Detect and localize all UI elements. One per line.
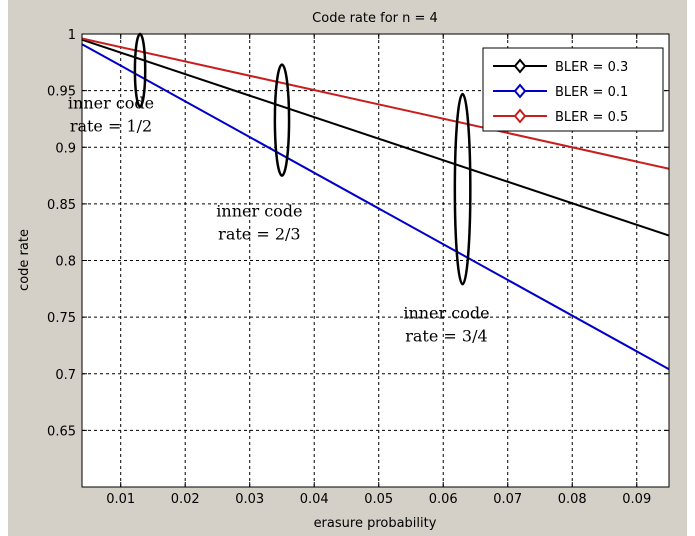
x-tick-label: 0.06 [429,492,458,507]
legend-label: BLER = 0.3 [555,60,628,75]
series-line [81,43,670,371]
legend-label: BLER = 0.1 [555,85,628,100]
y-tick-label: 0.7 [55,368,76,383]
annotation-line: rate = 1/2 [70,117,152,136]
series-line [81,37,670,170]
series-line [81,38,670,237]
legend-marker [513,83,527,99]
legend-label: BLER = 0.5 [555,110,628,125]
annotation-ellipse [453,92,472,286]
y-tick-label: 0.65 [47,424,76,439]
annotation-label: inner code rate = 3/4 [403,303,489,345]
plot-border [81,33,670,488]
y-tick-label: 0.8 [55,255,76,270]
code-rate-chart: 0.01 0.02 0.03 0.04 0.05 0.06 0.07 0.08 0.09 0.6… [17,11,670,531]
x-tick-label: 0.08 [558,492,587,507]
x-axis-label: erasure probability [314,516,437,531]
annotations: inner code rate = 1/2 inner code rate = 2/3… [68,32,490,345]
annotation-line: inner code [68,94,154,113]
x-tick-label: 0.04 [300,492,329,507]
x-tick-label: 0.02 [171,492,200,507]
figure-window: 0.01 0.02 0.03 0.04 0.05 0.06 0.07 0.08 0.09 0.6… [8,0,687,536]
annotation-label: inner code rate = 2/3 [216,201,302,243]
legend: BLER = 0.3 BLER = 0.1 BLER = 0.5 [482,47,664,132]
y-tick-label: 0.9 [55,141,76,156]
y-tick-label: 1 [68,28,76,43]
y-tick-label: 0.85 [47,198,76,213]
x-tick-label: 0.01 [106,492,135,507]
annotation-ellipse [273,63,291,177]
x-tick-label: 0.05 [364,492,393,507]
y-tick-label: 0.75 [47,311,76,326]
y-tick-label: 0.95 [47,85,76,100]
annotation-label: inner code rate = 1/2 [68,94,154,136]
annotation-line: rate = 3/4 [405,326,487,345]
legend-marker [513,58,527,74]
annotation-line: inner code [216,201,302,220]
legend-box [482,47,664,132]
legend-marker [513,108,527,124]
series-lines [81,37,670,371]
x-tick-label: 0.09 [622,492,651,507]
x-tick-label: 0.03 [235,492,264,507]
annotation-line: inner code [403,303,489,322]
y-axis-label: code rate [17,229,32,291]
y-axis-ticks: 0.65 0.7 0.75 0.8 0.85 0.9 0.95 1 [47,28,669,439]
chart-title: Code rate for n = 4 [312,11,438,26]
x-tick-label: 0.07 [493,492,522,507]
x-axis-ticks: 0.01 0.02 0.03 0.04 0.05 0.06 0.07 0.08 0.09 [106,34,651,507]
annotation-line: rate = 2/3 [218,224,300,243]
